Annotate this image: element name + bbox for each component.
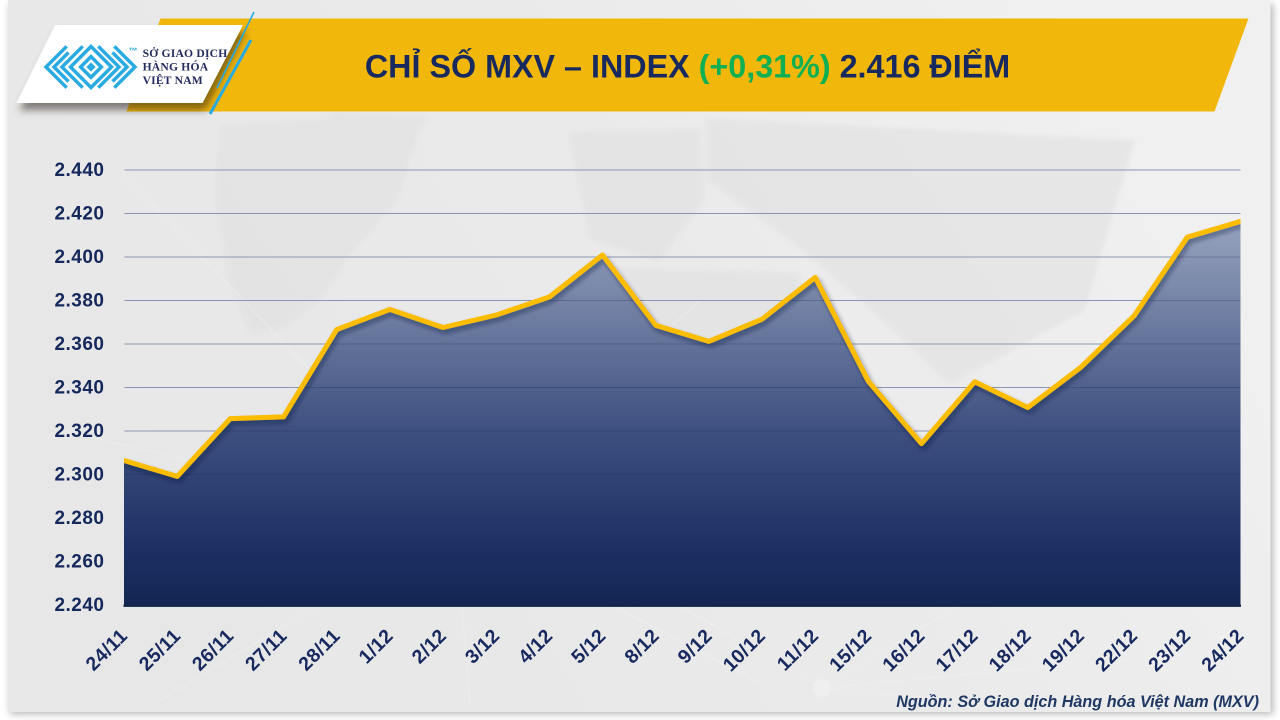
svg-text:2.260: 2.260 (54, 551, 104, 572)
svg-text:™: ™ (129, 46, 138, 56)
svg-text:VIỆT NAM: VIỆT NAM (143, 73, 203, 87)
svg-text:2.340: 2.340 (54, 377, 104, 398)
svg-text:2.400: 2.400 (54, 247, 104, 268)
svg-text:2.280: 2.280 (54, 508, 104, 529)
svg-text:2.420: 2.420 (54, 203, 104, 224)
svg-text:2.360: 2.360 (54, 334, 104, 355)
svg-text:2.440: 2.440 (54, 160, 104, 181)
svg-text:SỞ GIAO DỊCH: SỞ GIAO DỊCH (143, 46, 228, 60)
svg-text:CHỈ SỐ MXV – INDEX (+0,31%) 2.: CHỈ SỐ MXV – INDEX (+0,31%) 2.416 ĐIỂM (365, 47, 1010, 85)
svg-text:2.380: 2.380 (54, 290, 104, 311)
svg-text:Nguồn: Sở Giao dịch Hàng hóa V: Nguồn: Sở Giao dịch Hàng hóa Việt Nam (M… (896, 693, 1259, 711)
svg-text:2.300: 2.300 (54, 464, 104, 485)
svg-text:HÀNG HÓA: HÀNG HÓA (143, 60, 209, 74)
svg-text:2.320: 2.320 (54, 421, 104, 442)
svg-text:2.240: 2.240 (54, 595, 104, 616)
